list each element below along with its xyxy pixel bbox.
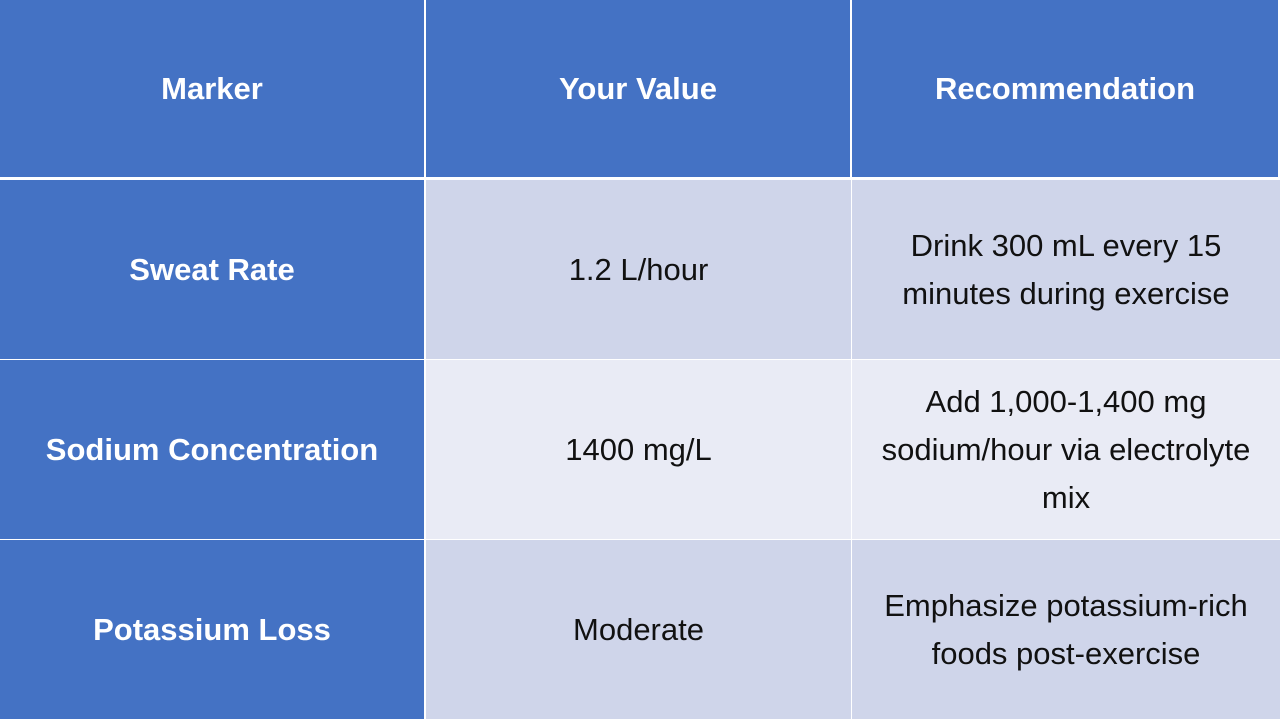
recommendation-sweat-rate: Drink 300 mL every 15 minutes during exe… [852, 180, 1280, 360]
recommendation-sodium-concentration: Add 1,000-1,400 mg sodium/hour via elect… [852, 360, 1280, 540]
column-header-recommendation: Recommendation [852, 0, 1280, 180]
value-potassium-loss: Moderate [426, 540, 852, 720]
recommendation-potassium-loss: Emphasize potassium-rich foods post-exer… [852, 540, 1280, 720]
row-label-potassium-loss: Potassium Loss [0, 540, 426, 720]
value-sodium-concentration: 1400 mg/L [426, 360, 852, 540]
row-label-sodium-concentration: Sodium Concentration [0, 360, 426, 540]
column-header-your-value: Your Value [426, 0, 852, 180]
row-label-sweat-rate: Sweat Rate [0, 180, 426, 360]
value-sweat-rate: 1.2 L/hour [426, 180, 852, 360]
column-header-marker: Marker [0, 0, 426, 180]
